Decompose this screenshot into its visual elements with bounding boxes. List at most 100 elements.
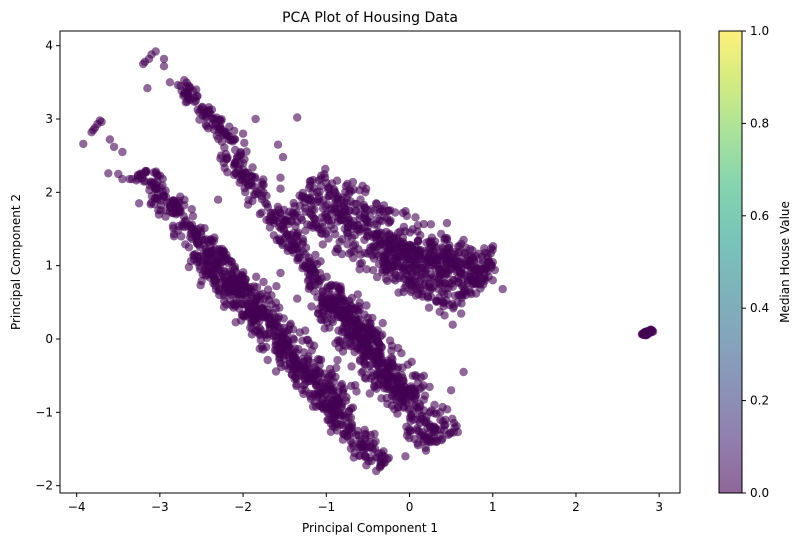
scatter-point — [137, 174, 147, 183]
scatter-point — [294, 228, 303, 237]
scatter-point — [118, 147, 127, 157]
scatter-point — [225, 122, 234, 131]
scatter-point — [212, 131, 221, 140]
scatter-point — [418, 292, 427, 301]
scatter-point — [314, 224, 323, 233]
scatter-point — [206, 241, 215, 251]
x-axis-ticks: −4 −3 −2 −1 0 1 2 3 — [68, 493, 663, 514]
scatter-point — [193, 239, 202, 248]
scatter-point — [357, 203, 366, 212]
scatter-point — [367, 205, 376, 214]
scatter-point — [218, 276, 228, 285]
scatter-point — [389, 262, 398, 271]
scatter-point — [262, 291, 272, 301]
scatter-point — [128, 174, 137, 184]
scatter-point — [240, 138, 249, 148]
scatter-point — [247, 330, 257, 339]
scatter-point — [333, 355, 342, 365]
scatter-point — [146, 200, 155, 209]
scatter-point — [298, 188, 308, 198]
scatter-point — [393, 403, 403, 412]
scatter-point — [305, 265, 314, 274]
scatter-point — [266, 211, 275, 220]
scatter-point — [297, 215, 307, 225]
scatter-point — [367, 352, 376, 361]
scatter-point — [196, 257, 205, 266]
scatter-point — [219, 291, 228, 300]
x-tick-label: −1 — [317, 500, 335, 514]
scatter-point — [488, 276, 497, 285]
scatter-point — [426, 282, 435, 292]
scatter-point — [401, 452, 410, 461]
scatter-point — [195, 265, 205, 274]
scatter-point — [449, 304, 458, 313]
scatter-point — [421, 446, 431, 455]
scatter-point — [355, 265, 364, 274]
scatter-point — [309, 183, 318, 192]
x-tick-label: 3 — [655, 500, 663, 514]
scatter-point — [324, 183, 333, 192]
scatter-point — [450, 423, 459, 432]
scatter-point — [263, 329, 273, 338]
scatter-point — [355, 298, 364, 307]
scatter-point — [425, 382, 434, 392]
scatter-point — [252, 283, 262, 292]
scatter-point — [337, 328, 347, 337]
scatter-point — [347, 362, 356, 371]
scatter-point — [365, 318, 374, 327]
scatter-point — [400, 227, 410, 236]
scatter-point — [143, 84, 152, 93]
scatter-point — [360, 235, 369, 245]
y-tick-label: −1 — [35, 405, 53, 419]
plot-frame — [59, 30, 681, 494]
scatter-point — [174, 205, 184, 215]
scatter-point — [416, 402, 425, 411]
scatter-point — [324, 234, 333, 243]
scatter-point — [184, 243, 194, 252]
scatter-point — [142, 166, 151, 176]
scatter-point — [304, 195, 313, 205]
scatter-point — [299, 348, 309, 357]
scatter-point — [139, 59, 148, 69]
scatter-point — [243, 310, 252, 319]
scatter-point — [345, 296, 354, 305]
scatter-point — [405, 404, 415, 413]
y-tick-label: 0 — [45, 332, 53, 346]
scatter-point — [378, 318, 387, 328]
scatter-point — [153, 177, 162, 186]
scatter-point — [292, 380, 301, 389]
scatter-point — [396, 385, 405, 395]
scatter-point — [498, 284, 507, 294]
scatter-point — [413, 439, 422, 448]
scatter-point — [443, 405, 452, 414]
scatter-point — [475, 268, 484, 278]
scatter-point — [330, 412, 339, 421]
scatter-point — [406, 426, 415, 435]
scatter-point — [253, 306, 262, 315]
scatter-point — [161, 186, 170, 195]
scatter-point — [405, 433, 414, 443]
scatter-point — [398, 208, 408, 218]
scatter-point — [156, 196, 165, 205]
scatter-point — [326, 427, 336, 436]
scatter-point — [327, 302, 336, 311]
scatter-point — [382, 380, 392, 389]
scatter-point — [276, 184, 285, 193]
scatter-point — [311, 250, 320, 260]
scatter-point — [372, 360, 381, 369]
scatter-point — [378, 330, 387, 339]
scatter-point — [224, 131, 233, 141]
scatter-point — [215, 285, 224, 294]
scatter-point — [304, 364, 314, 373]
scatter-point — [195, 115, 204, 124]
scatter-point — [390, 268, 399, 277]
scatter-point — [331, 419, 340, 429]
scatter-point — [330, 401, 339, 410]
scatter-point — [315, 276, 325, 285]
scatter-point — [409, 415, 418, 424]
scatter-point — [359, 213, 368, 223]
scatter-point — [186, 257, 196, 266]
scatter-point — [348, 403, 358, 412]
scatter-point — [358, 349, 367, 358]
scatter-point — [374, 449, 383, 458]
